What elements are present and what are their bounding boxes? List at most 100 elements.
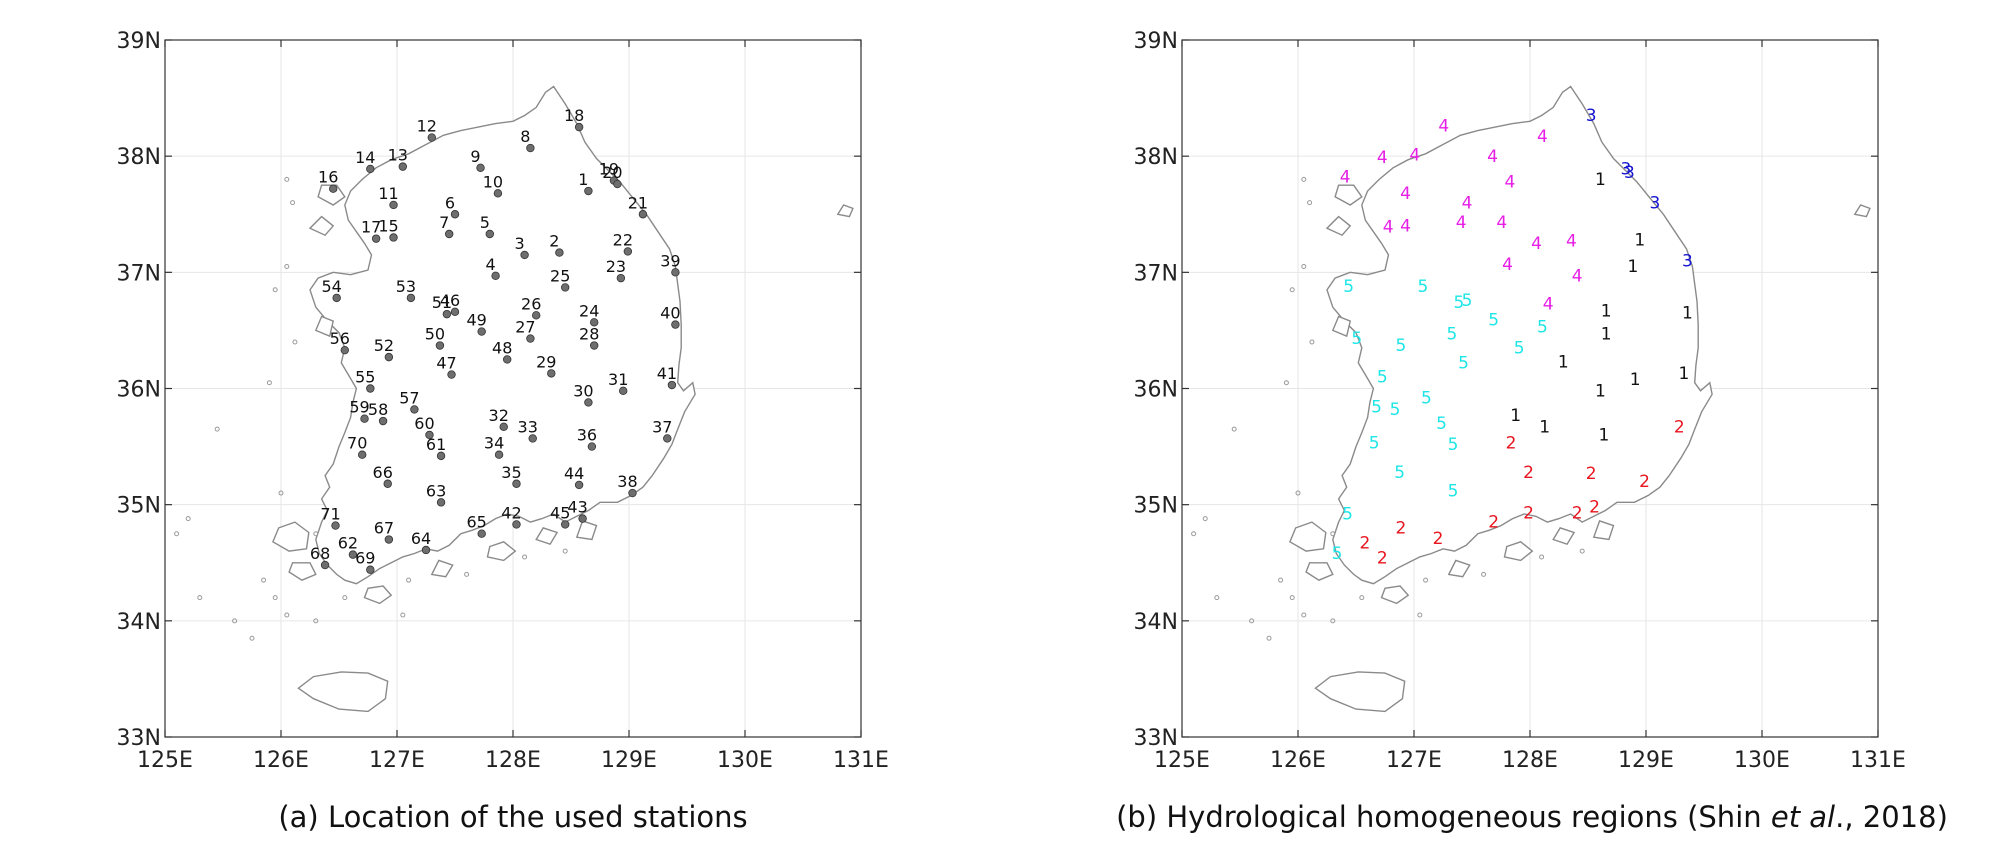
station-label-40: 40 <box>660 304 680 323</box>
station-marker-21 <box>638 210 648 219</box>
y-tick-label-36N: 36N <box>117 378 161 403</box>
station-label-32: 32 <box>489 406 509 425</box>
region-label-45: 2 <box>1572 503 1583 523</box>
y-tick-label-39N: 39N <box>117 29 161 54</box>
station-marker-33 <box>528 434 537 443</box>
region-label-59: 5 <box>1371 398 1382 418</box>
station-label-20: 20 <box>602 163 622 182</box>
station-label-48: 48 <box>492 338 512 357</box>
region-label-66: 5 <box>1394 463 1405 483</box>
station-label-7: 7 <box>439 213 449 232</box>
islet <box>174 531 180 537</box>
station-marker-6 <box>450 210 460 219</box>
x-tick-label-128E: 128E <box>1502 748 1558 773</box>
station-label-52: 52 <box>374 336 394 355</box>
station-label-54: 54 <box>322 277 342 296</box>
station-marker-20 <box>613 179 622 189</box>
islet <box>292 339 298 345</box>
y-tick-label-34N: 34N <box>117 610 161 635</box>
station-marker-39 <box>671 268 680 277</box>
y-tick-label-34N: 34N <box>1134 610 1178 635</box>
station-label-42: 42 <box>501 503 521 522</box>
y-tick-label-33N: 33N <box>117 726 161 751</box>
islet <box>1214 595 1220 601</box>
region-label-63: 5 <box>1448 481 1459 501</box>
station-marker-45 <box>561 520 570 529</box>
station-marker-46 <box>450 307 460 317</box>
islet <box>1289 287 1295 293</box>
islet <box>272 595 278 601</box>
region-label-43: 2 <box>1589 498 1600 518</box>
station-label-8: 8 <box>520 127 530 146</box>
coastline-island <box>575 520 598 541</box>
station-label-24: 24 <box>579 301 599 320</box>
region-label-53: 5 <box>1418 277 1429 297</box>
station-label-3: 3 <box>515 234 525 253</box>
region-label-13: 4 <box>1409 146 1420 166</box>
station-label-21: 21 <box>628 193 648 212</box>
station-marker-23 <box>616 273 626 283</box>
islet <box>249 635 255 641</box>
region-label-60: 5 <box>1436 414 1447 434</box>
x-tick-label-127E: 127E <box>1386 748 1442 773</box>
islet <box>266 380 272 386</box>
x-tick-label-127E: 127E <box>369 748 425 773</box>
station-marker-56 <box>340 345 349 355</box>
station-marker-63 <box>436 498 446 507</box>
islet <box>1417 612 1423 618</box>
station-marker-28 <box>590 341 599 350</box>
station-marker-36 <box>587 442 597 451</box>
coastline-island <box>1289 521 1327 552</box>
station-marker-37 <box>663 434 672 443</box>
islet <box>278 490 284 496</box>
panel-b-caption-pre: (b) Hydrological homogeneous regions (Sh… <box>1116 800 1771 834</box>
islet <box>1359 595 1365 601</box>
islet <box>406 577 412 583</box>
region-label-23: 1 <box>1627 257 1638 277</box>
panel-a-x-tick-labels: 125E 126E 127E 128E 129E 130E 131E <box>137 748 889 773</box>
station-marker-55 <box>366 384 375 393</box>
x-tick-label-126E: 126E <box>253 748 309 773</box>
region-label-51: 5 <box>1453 293 1464 313</box>
station-label-9: 9 <box>470 147 480 166</box>
station-label-30: 30 <box>573 381 593 400</box>
panel-a-caption: (a) Location of the used stations <box>278 800 747 834</box>
coastline-island <box>288 562 317 581</box>
station-marker-49 <box>477 327 486 336</box>
islet <box>284 264 290 270</box>
station-label-13: 13 <box>388 146 408 165</box>
station-marker-29 <box>547 369 556 378</box>
station-label-34: 34 <box>484 434 504 453</box>
station-marker-40 <box>671 320 680 329</box>
station-marker-25 <box>561 283 570 292</box>
region-label-40: 1 <box>1682 304 1693 324</box>
y-tick-label-38N: 38N <box>1134 145 1178 170</box>
station-marker-17 <box>371 234 381 243</box>
islet <box>464 571 470 577</box>
y-tick-label-35N: 35N <box>1134 494 1178 519</box>
panel-a-coastline <box>174 85 854 713</box>
station-label-66: 66 <box>373 463 393 482</box>
islet <box>1481 571 1487 577</box>
station-label-69: 69 <box>355 549 375 568</box>
station-label-31: 31 <box>608 370 628 389</box>
station-label-47: 47 <box>436 354 456 373</box>
islet <box>1289 595 1295 601</box>
panel-b-caption: (b) Hydrological homogeneous regions (Sh… <box>1116 800 1948 834</box>
region-label-10: 4 <box>1505 172 1516 192</box>
coastline-mainland <box>309 85 696 585</box>
station-label-33: 33 <box>518 417 538 436</box>
station-label-57: 57 <box>399 388 419 407</box>
station-label-55: 55 <box>355 368 375 387</box>
station-label-62: 62 <box>338 534 358 553</box>
coastline-island <box>317 184 346 206</box>
panel-a-tick-marks <box>164 39 862 738</box>
region-label-69: 2 <box>1377 549 1388 569</box>
region-label-50: 5 <box>1447 325 1458 345</box>
station-marker-3 <box>520 250 529 260</box>
coastline-island <box>1552 527 1576 546</box>
station-label-35: 35 <box>501 463 521 482</box>
station-label-65: 65 <box>467 513 487 532</box>
